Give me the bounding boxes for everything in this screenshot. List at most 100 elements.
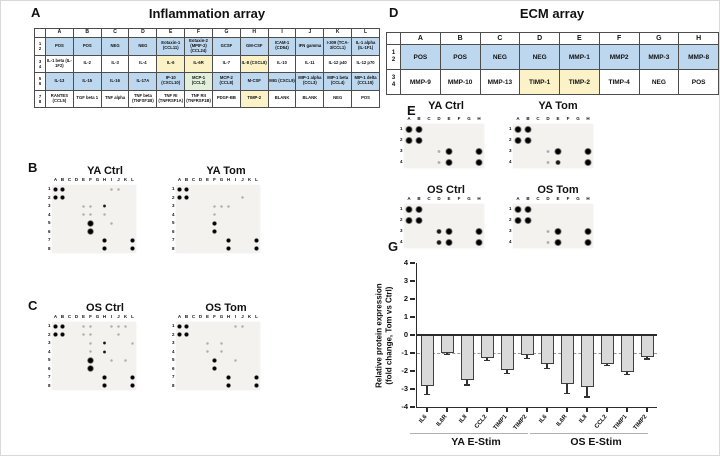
blot-column-letter: C [191, 177, 196, 182]
blot-column-letter: E [205, 177, 209, 182]
zero-line [417, 334, 657, 336]
blot-column-letter: K [247, 314, 252, 319]
blot-row-number: 8 [47, 245, 51, 251]
analyte-cell: IL-6 [156, 54, 186, 73]
column-header: A [45, 28, 74, 38]
blot-spot [82, 213, 85, 216]
y-axis-tick-label: 2 [403, 294, 408, 304]
blot-row-number: 7 [47, 374, 51, 379]
blot-spot [584, 147, 592, 156]
blot-row-number: 4 [399, 159, 403, 165]
blot-spot [101, 237, 107, 243]
column-header: H [678, 32, 719, 45]
blot-spot [176, 186, 182, 192]
blot-row-number: 1 [171, 186, 175, 191]
analyte-cell: IP-10 (CXCL10) [156, 72, 186, 91]
blot-spot [52, 195, 58, 201]
blot-row-number: 1 [47, 186, 51, 191]
analyte-cell: TIMP-1 [519, 69, 560, 95]
blot-spot [546, 229, 550, 234]
blot-row-number: 1 [508, 206, 512, 212]
blot-spot [555, 159, 561, 166]
analyte-cell: NEG [479, 44, 521, 70]
analyte-cell: RANTES (CCL5) [45, 89, 74, 108]
blot-spot [211, 357, 217, 363]
blot-spot [445, 147, 453, 156]
error-bar [586, 387, 588, 398]
blot-spot [86, 219, 95, 227]
x-axis-tick [506, 407, 508, 412]
analyte-cell: IL-6R [184, 54, 213, 73]
blot-spot [415, 125, 423, 134]
blot-row-number: 1 [399, 206, 403, 212]
y-axis-tick [410, 334, 415, 336]
blot-title-os-tom-inflammation: OS Tom [205, 302, 247, 314]
analyte-cell: IL-2 [72, 54, 102, 73]
blot-column-letter: H [102, 314, 107, 319]
analyte-cell: MIP-1 alpha (CCL3) [295, 72, 325, 91]
blot-column-letter: B [60, 314, 65, 319]
corner-cell [386, 32, 401, 45]
analyte-cell: GM-CSF [239, 37, 269, 56]
blot-spot [546, 160, 550, 165]
analyte-cell: NEG [638, 69, 680, 95]
analyte-cell: IL-8 (CXCL8) [239, 54, 269, 73]
blot-spot [211, 229, 217, 235]
column-header: B [72, 28, 102, 38]
column-header: L [351, 28, 380, 38]
blot-spot [445, 158, 453, 167]
blot-row-number: 1 [399, 126, 403, 132]
array-map: A B C D E F G H I J K L 1 2 POS POS NEG NEG Eotaxin-1 (CCL… [34, 28, 380, 108]
bar-timp2 [640, 335, 654, 357]
column-header: K [323, 28, 353, 38]
blot-membrane [52, 322, 136, 390]
blot-column-letter: I [110, 177, 113, 182]
analyte-cell: IL-12 p40 [323, 54, 353, 73]
y-axis-tick [410, 298, 415, 300]
analyte-cell: IL-7 [211, 54, 241, 73]
blot-spot [445, 227, 453, 236]
blot-row-number: 5 [171, 220, 175, 225]
blot-spot [129, 237, 135, 243]
blot-spot [514, 136, 522, 145]
blot-column-letter: A [516, 116, 520, 121]
y-axis-tick-label: 1 [403, 312, 408, 322]
bar-il6 [420, 335, 434, 387]
y-axis-tick-label: 0 [403, 330, 408, 340]
column-header: G [638, 32, 680, 45]
blot-spot [225, 246, 231, 252]
y-axis-tick [410, 280, 415, 282]
blot-column-letter: A [407, 196, 411, 201]
analyte-cell: IL-12 p70 [351, 54, 380, 73]
analyte-cell: MMP-13 [479, 69, 521, 95]
analyte-cell: POS [351, 89, 380, 108]
blot-membrane [404, 124, 484, 168]
blot-row-number: 3 [171, 340, 175, 345]
analyte-cell: NEG [100, 37, 130, 56]
blot-row-number: 3 [47, 340, 51, 345]
error-bar-cap [444, 353, 450, 356]
blot-membrane [513, 204, 593, 248]
analyte-cell: MMP-1 [559, 44, 600, 70]
blot-row-number: 8 [171, 245, 175, 251]
x-axis-tick [546, 407, 548, 412]
error-bar [486, 357, 488, 361]
blot-column-letter: D [74, 314, 79, 319]
blot-row-number: 8 [171, 382, 175, 388]
inflammation-array-table: A B C D E F G H I J K L 1 2 POS POS NEG NEG Eotaxin-1 (CCL… [34, 28, 380, 108]
blot-row-number: 5 [171, 357, 175, 362]
analyte-cell: TIMP-4 [598, 69, 640, 95]
x-axis-tick [586, 407, 588, 412]
analyte-cell: IL-11 [295, 54, 325, 73]
blot-column-letter: F [457, 196, 461, 201]
column-header: C [100, 28, 130, 38]
blot-spot [110, 358, 113, 362]
group-label: YA E-Stim [451, 436, 501, 448]
error-bar-cap [624, 373, 630, 376]
x-axis-tick [626, 407, 628, 412]
blot-column-letter: E [81, 177, 85, 182]
blot-column-letter: G [95, 177, 100, 182]
